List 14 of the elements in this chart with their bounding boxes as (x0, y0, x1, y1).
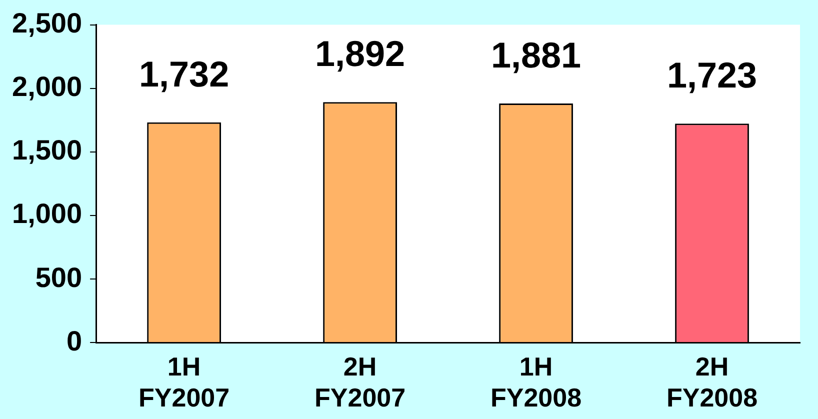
data-label: 1,892 (314, 33, 406, 74)
data-label: 1,732 (139, 53, 230, 94)
x-tick-label: 1H FY2008 (490, 351, 582, 413)
x-tick-label: 1H FY2007 (138, 351, 230, 413)
data-label: 1,723 (666, 54, 758, 96)
data-label: 1,881 (490, 34, 582, 76)
y-tick-label: 1,500 (12, 134, 82, 166)
y-tick-label: 0 (66, 325, 82, 356)
x-tick-label: 2H FY2007 (314, 351, 406, 413)
x-tick-label: 2H FY2008 (666, 351, 758, 413)
y-tick-label: 500 (35, 262, 82, 293)
y-tick-label: 2,500 (12, 8, 82, 39)
y-tick-label: 1,000 (12, 198, 82, 230)
y-tick-label: 2,000 (12, 71, 82, 102)
